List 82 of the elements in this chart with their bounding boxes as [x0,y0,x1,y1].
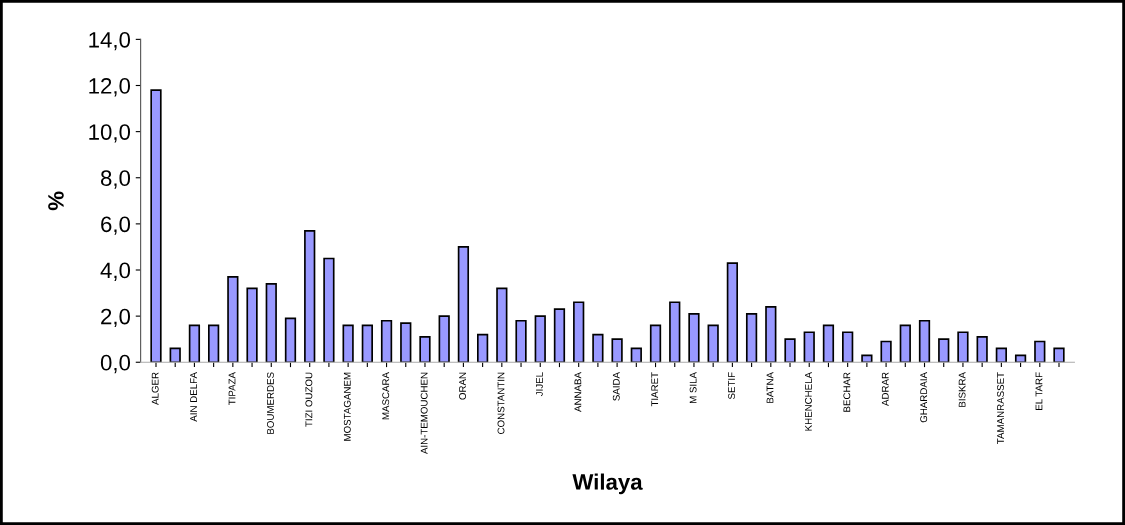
x-tick-label: KHENCHELA [804,371,812,431]
bar [995,347,1008,363]
x-tick-label: EL TARF [1035,372,1043,410]
x-tick-label: ORAN [459,372,467,400]
bar [784,338,796,363]
x-tick-label: JIJEL [536,372,543,397]
x-tick-label: BATNA [766,371,774,403]
y-tick-label: 14,0 [89,31,131,51]
bar [726,262,739,363]
bar [1014,354,1027,363]
bar [323,257,335,363]
x-tick-label: MASCARA [382,371,390,420]
y-tick-label: 6,0 [101,216,131,235]
bar [938,338,950,363]
bar [476,333,489,363]
bar [649,324,662,363]
bar [918,319,931,363]
x-tick-label: ALGER [151,372,159,405]
bar [630,347,642,363]
bar [361,324,373,363]
y-tick-label: 12,0 [89,78,131,97]
bar [304,229,316,363]
x-tick-label: M SILA [689,371,697,404]
bar [207,324,220,363]
bar [265,283,277,363]
x-tick-label: BISKRA [958,371,966,407]
bar [246,287,258,363]
bar [803,331,815,363]
bar [861,354,873,363]
bar [765,306,777,363]
bar [380,319,393,363]
bar [419,336,431,363]
y-tick-label: 2,0 [101,308,131,328]
y-axis-title: % [48,191,64,211]
bar [150,89,162,363]
bar [957,331,969,363]
bar [457,246,470,363]
bar [1034,340,1046,363]
x-tick-label: TIPAZA [228,371,236,406]
bar [400,322,412,363]
bar [822,324,835,363]
x-tick-label: TAMANRASSET [997,372,1004,444]
bar [573,301,585,363]
bar [592,333,604,363]
y-tick-label: 8,0 [100,170,131,189]
x-tick-label: ANNABA [574,371,582,412]
bar [227,276,239,363]
bar [169,347,181,363]
bar [611,338,623,363]
bar [188,324,201,363]
x-tick-label: GHARDAIA [920,371,928,423]
x-tick-label: BOUMERDES [267,372,274,434]
x-tick-label: ADRAR [881,372,889,406]
x-tick-label: TIZI OUZOU [305,372,313,427]
x-tick-label: TIARET [651,372,659,407]
bar [842,331,854,363]
y-tick-label: 4,0 [100,262,131,281]
bar [976,336,988,363]
bar [1053,347,1065,363]
y-tick-label: 10,0 [89,124,131,143]
x-tick-label: SAIDA [612,371,620,401]
bar [438,315,450,363]
bar [745,312,758,363]
bar [534,315,546,363]
x-tick-label: SETIF [728,372,735,400]
bar [553,308,566,363]
bar [688,312,700,363]
bar [496,287,508,363]
bar [515,319,527,363]
x-tick-label: AIN-TEMOUCHEN [420,372,428,455]
bar [880,340,892,363]
y-tick-label: 0,0 [100,354,131,374]
x-axis-title: Wilaya [572,473,643,495]
x-tick-label: MOSTAGANEM [343,372,351,441]
bar [669,301,681,363]
bar [707,324,719,363]
x-tick-label: AIN DELFA [190,371,197,422]
bar [284,317,297,363]
bar [899,324,911,363]
bar [342,324,354,363]
x-tick-label: BECHAR [843,372,851,412]
x-tick-label: CONSTANTIN [497,372,505,434]
